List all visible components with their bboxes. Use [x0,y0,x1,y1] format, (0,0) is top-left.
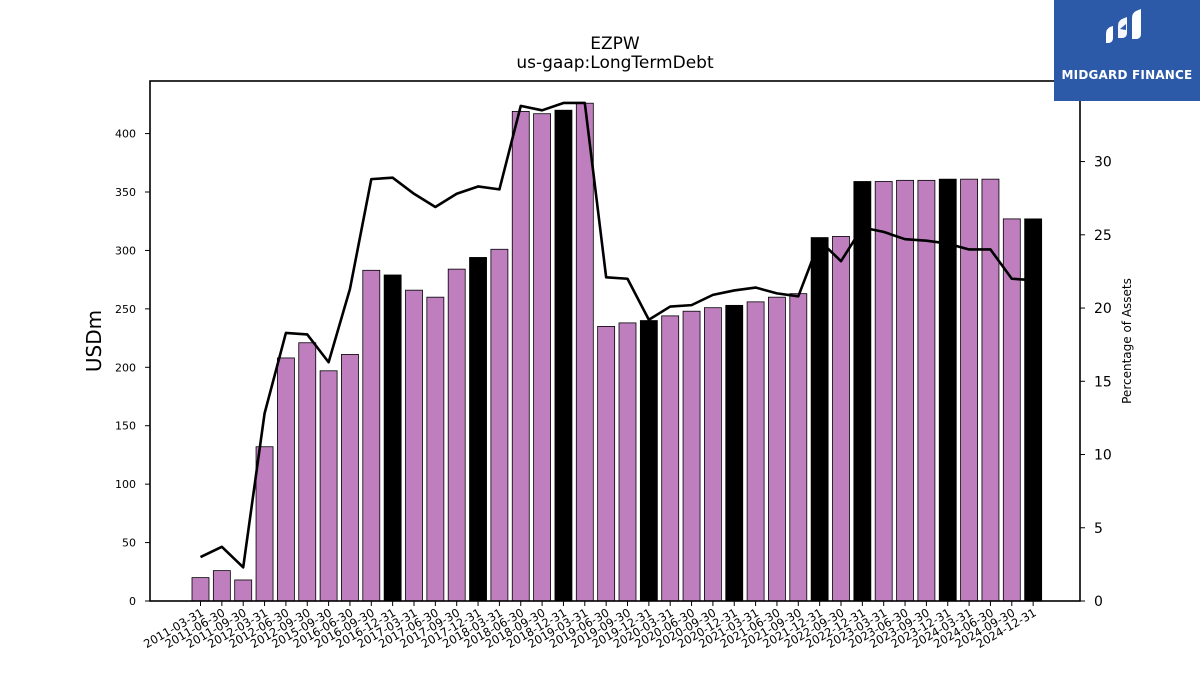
bar-2020-06-30 [682,310,701,602]
bar-2021-09-30 [789,293,808,602]
percentage-of-assets-line [199,101,1034,569]
bar-2021-03-31 [746,301,765,602]
bar-2024-12-31 [1024,218,1043,602]
bar-2020-09-30 [704,307,722,602]
bar-2012-09-30 [298,342,317,602]
y-tick-label: 150 [115,420,136,433]
bar-2018-03-31 [490,248,509,602]
bar-2023-09-30 [917,179,936,602]
bar-2016-12-31 [383,274,402,602]
bar-2019-12-31 [639,320,658,602]
bar-2017-03-31 [405,289,423,602]
y2-tick-label: 10 [1094,448,1112,464]
bar-2012-06-30 [276,357,295,602]
bar-2011-09-30 [234,579,253,602]
y-tick-label: 50 [122,537,136,550]
y-tick-label: 100 [115,478,136,491]
y2-tick-label: 25 [1094,228,1112,244]
bar-group [191,102,1043,602]
y2-tick-label: 0 [1094,594,1103,610]
right-y-axis: 0 5 10 15 20 25 30 [1080,155,1112,610]
bar-2019-09-30 [618,322,637,602]
bar-2022-09-30 [832,236,850,602]
y2-tick-label: 20 [1094,301,1112,317]
y-tick-label: 400 [115,128,136,141]
bar-2024-03-31 [960,178,978,602]
bar-2017-06-30 [426,296,445,602]
bar-2011-03-31 [191,577,210,602]
bar-2016-06-30 [341,354,359,602]
y2-tick-label: 5 [1094,521,1103,537]
bar-2017-09-30 [447,268,466,602]
y-tick-label: 350 [115,186,136,199]
bar-2021-06-30 [768,296,786,602]
bar-2012-03-31 [255,446,274,602]
y2-axis-label: Percentage of Assets [1120,278,1134,404]
bar-2019-03-31 [575,102,594,602]
bar-2024-06-30 [981,178,1000,602]
bar-2018-06-30 [511,110,530,602]
midgard-logo-icon [1106,9,1141,43]
bar-2024-09-30 [1002,218,1021,602]
percentage-line-group [199,101,1034,569]
bar-2018-12-31 [554,109,573,602]
y-axis-label: USDm [82,310,106,372]
bar-2017-12-31 [469,257,487,602]
y2-tick-label: 30 [1094,155,1112,171]
plot-frame [149,80,1081,602]
y2-tick-label: 15 [1094,374,1112,390]
bar-2015-09-30 [319,370,338,602]
brand-logo: MIDGARD FINANCE [1054,0,1200,101]
x-axis: 2011-03-312011-06-302011-09-302012-03-31… [141,601,1039,651]
bar-2023-03-31 [874,181,893,602]
bar-2021-12-31 [810,237,829,602]
y-tick-label: 250 [115,303,136,316]
y-tick-label: 0 [129,595,136,608]
bar-2016-09-30 [362,269,381,602]
chart-title: EZPW [590,34,640,54]
bar-2020-12-31 [725,304,744,602]
bar-2011-06-30 [212,570,231,602]
bar-2020-03-31 [661,315,680,602]
left-y-axis: 0 50 100 150 200 250 300 350 400 [115,128,150,608]
brand-logo-text: MIDGARD FINANCE [1061,68,1193,82]
bar-2019-06-30 [597,325,616,602]
bar-2023-06-30 [896,179,914,602]
bar-2022-12-31 [853,181,872,602]
chart-subtitle: us-gaap:LongTermDebt [516,53,714,73]
y-tick-label: 200 [115,361,136,374]
bar-2018-09-30 [533,113,551,602]
y-tick-label: 300 [115,244,136,257]
